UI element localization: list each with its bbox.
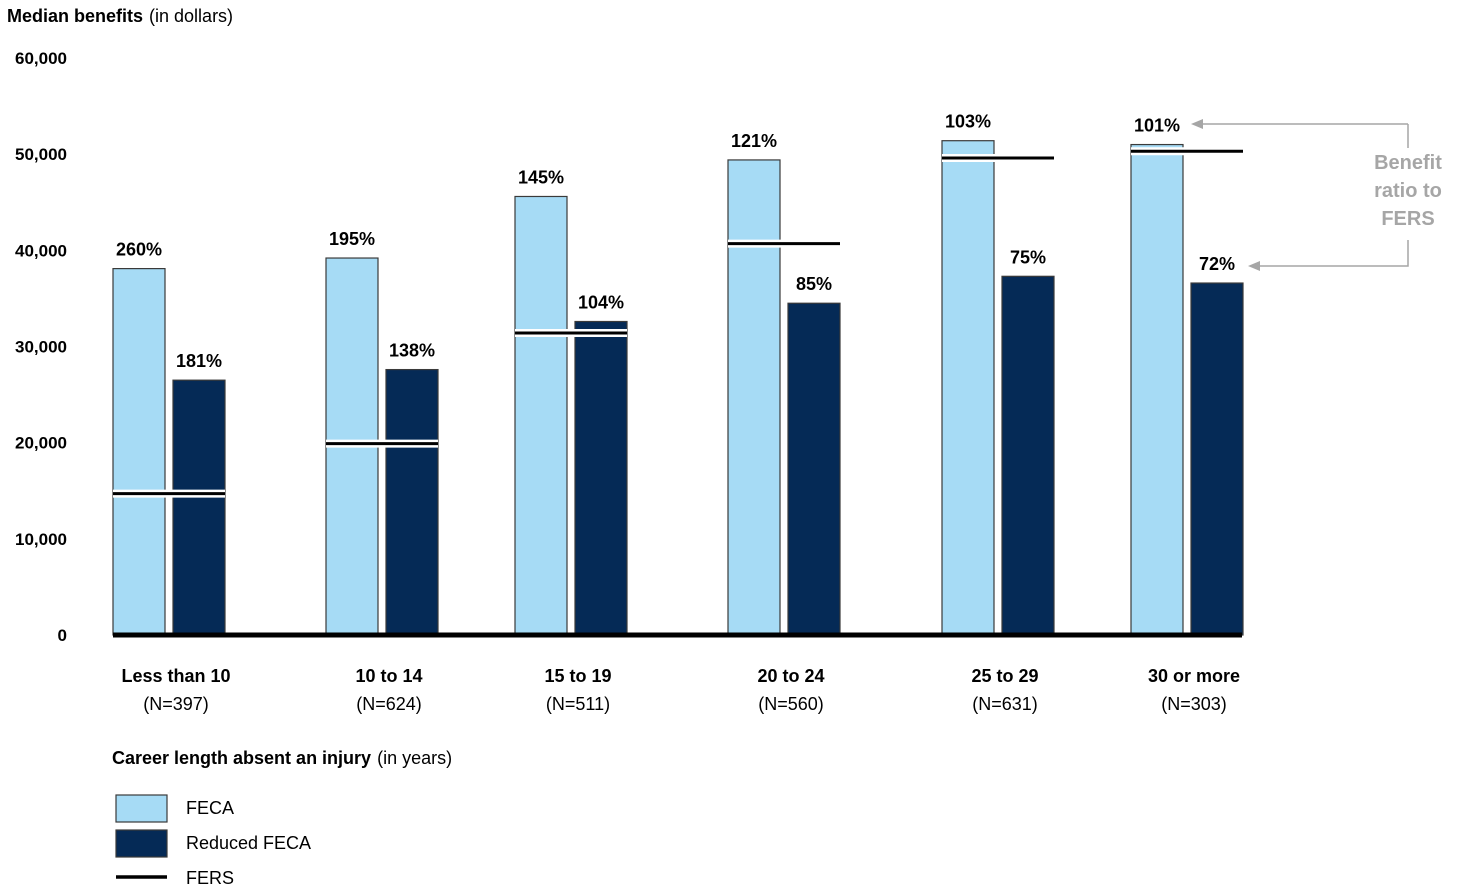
annotation-arrowhead-top <box>1191 119 1203 129</box>
ratio-label-reduced-feca: 85% <box>796 274 832 294</box>
y-axis-title: Median benefits (in dollars) <box>7 6 233 26</box>
x-axis-title-unit: (in years) <box>377 748 452 768</box>
y-axis-title-unit: (in dollars) <box>149 6 233 26</box>
annotation-line-1: Benefit <box>1374 152 1442 174</box>
x-category-n: (N=397) <box>143 694 209 714</box>
x-category-label: 10 to 14 <box>355 666 422 686</box>
x-category-label: 20 to 24 <box>757 666 824 686</box>
ratio-annotation: Benefit ratio to FERS <box>1191 119 1442 271</box>
legend-swatch-reduced-feca <box>115 829 168 858</box>
bar-reduced-feca <box>172 379 226 636</box>
bars <box>112 140 1244 636</box>
bar-feca <box>112 268 166 636</box>
legend-label-reduced-feca: Reduced FECA <box>186 833 311 853</box>
ratio-label-feca: 101% <box>1134 116 1180 136</box>
bar-reduced-feca <box>1001 275 1055 636</box>
ratio-label-reduced-feca: 75% <box>1010 247 1046 267</box>
ratio-label-reduced-feca: 72% <box>1199 254 1235 274</box>
y-tick-label: 20,000 <box>15 434 67 453</box>
ratio-labels: 260% 195% 145% 121% 103% 101% 181% 138% 104% 85% 7… <box>116 112 1235 371</box>
x-category-n: (N=560) <box>758 694 824 714</box>
ratio-label-feca: 195% <box>329 229 375 249</box>
y-tick-label: 60,000 <box>15 49 67 68</box>
x-category-n: (N=303) <box>1161 694 1227 714</box>
x-axis-title: Career length absent an injury (in years) <box>112 748 452 768</box>
ratio-label-reduced-feca: 104% <box>578 292 624 312</box>
x-category-label: 30 or more <box>1148 666 1240 686</box>
ratio-label-reduced-feca: 138% <box>389 341 435 361</box>
y-tick-label: 0 <box>58 626 67 645</box>
bar-reduced-feca <box>574 320 628 636</box>
bar-reduced-feca <box>1190 282 1244 636</box>
y-tick-label: 50,000 <box>15 145 67 164</box>
legend-label-feca: FECA <box>186 798 234 818</box>
legend: FECA Reduced FECA FERS <box>115 794 311 888</box>
ratio-label-reduced-feca: 181% <box>176 351 222 371</box>
annotation-line-2: ratio to <box>1374 180 1442 202</box>
annotation-arrowhead-bottom <box>1248 261 1260 271</box>
legend-swatch-feca <box>115 794 168 823</box>
fers-lines <box>113 147 1243 498</box>
x-category-n: (N=624) <box>356 694 422 714</box>
x-category-n: (N=511) <box>546 694 610 714</box>
y-tick-label: 40,000 <box>15 241 67 260</box>
ratio-label-feca: 145% <box>518 167 564 187</box>
x-category-n: (N=631) <box>972 694 1038 714</box>
x-category-label: 15 to 19 <box>544 666 611 686</box>
ratio-label-feca: 260% <box>116 240 162 260</box>
bar-feca <box>941 140 995 636</box>
x-axis-title-bold: Career length absent an injury <box>112 748 371 768</box>
bar-feca <box>514 195 568 636</box>
annotation-arrow-bottom <box>1258 240 1409 267</box>
y-tick-label: 10,000 <box>15 530 67 549</box>
annotation-line-3: FERS <box>1381 208 1434 230</box>
x-category-label: 25 to 29 <box>971 666 1038 686</box>
y-tick-label: 30,000 <box>15 338 67 357</box>
ratio-label-feca: 103% <box>945 112 991 132</box>
y-axis-ticks: 0 10,000 20,000 30,000 40,000 50,000 60,000 <box>15 49 67 645</box>
bar-feca <box>1130 143 1184 636</box>
bar-feca <box>727 159 781 636</box>
x-category-label: Less than 10 <box>121 666 230 686</box>
x-axis-categories: Less than 10 (N=397) 10 to 14 (N=624) 15 to … <box>121 666 1240 714</box>
legend-label-fers: FERS <box>186 868 234 888</box>
bar-reduced-feca <box>385 368 439 636</box>
ratio-label-feca: 121% <box>731 131 777 151</box>
y-axis-title-bold: Median benefits <box>7 6 143 26</box>
bar-reduced-feca <box>787 302 841 636</box>
